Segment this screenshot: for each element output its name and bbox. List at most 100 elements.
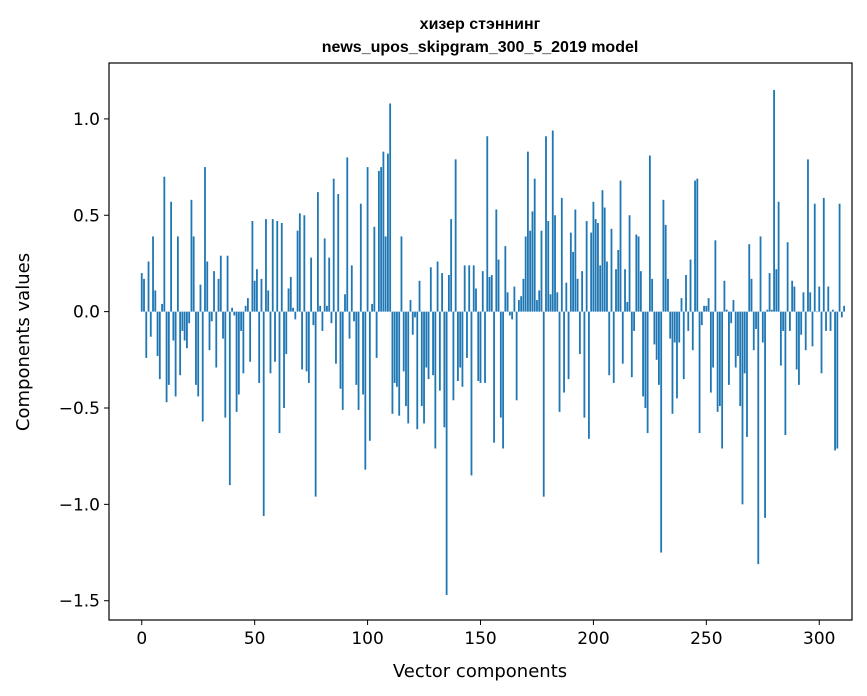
bar-164 (511, 311, 514, 320)
bar-140 (457, 311, 459, 382)
bar-199 (590, 232, 593, 312)
bar-42 (235, 311, 238, 412)
bar-214 (624, 269, 626, 312)
bar-78 (316, 192, 319, 312)
bar-23 (192, 236, 195, 312)
bar-237 (676, 311, 678, 399)
bar-106 (380, 167, 383, 312)
bar-14 (172, 311, 175, 341)
bar-79 (319, 305, 322, 312)
bar-62 (280, 222, 283, 312)
bar-302 (822, 197, 825, 312)
bar-169 (522, 278, 525, 312)
bar-64 (285, 311, 288, 355)
bar-303 (825, 311, 827, 331)
x-axis-label: Vector components (393, 661, 567, 682)
bar-250 (705, 305, 708, 312)
bar-220 (637, 236, 640, 312)
bar-157 (495, 209, 498, 312)
bar-9 (161, 303, 163, 312)
bar-87 (337, 194, 340, 312)
bar-16 (176, 236, 179, 312)
bar-181 (549, 294, 552, 312)
bar-137 (450, 219, 453, 312)
bar-276 (764, 311, 766, 518)
bar-207 (608, 311, 611, 376)
bar-227 (653, 311, 656, 345)
bar-108 (384, 236, 387, 312)
bar-186 (560, 197, 563, 312)
bar-129 (432, 311, 434, 376)
bar-229 (658, 311, 660, 385)
bar-35 (219, 255, 222, 312)
bar-162 (506, 292, 509, 312)
bar-168 (520, 296, 523, 312)
bar-179 (545, 136, 547, 312)
bar-152 (484, 311, 486, 383)
bar-116 (402, 311, 405, 372)
bar-213 (621, 311, 624, 364)
bar-44 (240, 311, 243, 331)
bar-133 (441, 273, 444, 312)
bar-170 (524, 236, 527, 312)
y-axis-label: Components values (13, 253, 34, 431)
bar-75 (310, 257, 313, 312)
bar-293 (802, 292, 805, 312)
bar-160 (502, 311, 504, 449)
x-tick-label: 250 (690, 629, 722, 649)
bar-47 (246, 298, 249, 312)
bar-230 (660, 311, 663, 553)
bar-45 (242, 311, 245, 374)
bar-52 (258, 311, 261, 383)
bar-67 (292, 307, 294, 312)
bar-205 (603, 207, 606, 312)
y-tick-label: −1.5 (59, 592, 100, 612)
bar-48 (249, 311, 252, 362)
bar-124 (420, 311, 423, 407)
bar-163 (508, 311, 511, 316)
bar-88 (339, 311, 342, 389)
bar-268 (746, 311, 748, 437)
bar-305 (829, 311, 832, 331)
bar-55 (265, 219, 267, 312)
bar-166 (515, 311, 518, 401)
bar-56 (267, 290, 270, 312)
bar-265 (739, 311, 742, 407)
bar-60 (276, 221, 279, 312)
bar-161 (504, 246, 507, 312)
bar-206 (606, 261, 608, 312)
bar-97 (359, 203, 362, 312)
bar-122 (416, 311, 419, 430)
bar-259 (725, 309, 728, 312)
bar-37 (224, 311, 227, 418)
bar-30 (208, 311, 211, 351)
bar-126 (425, 311, 428, 368)
bar-59 (274, 311, 276, 362)
bar-279 (770, 309, 773, 312)
bar-22 (190, 199, 193, 312)
bar-287 (788, 311, 791, 331)
bar-5 (152, 236, 154, 312)
bar-118 (407, 311, 410, 424)
bar-299 (816, 311, 818, 313)
bar-6 (154, 290, 157, 312)
bar-25 (197, 311, 200, 397)
bar-221 (639, 271, 642, 312)
bar-71 (301, 311, 303, 370)
bar-28 (204, 167, 206, 312)
bar-278 (768, 273, 771, 312)
bar-239 (680, 298, 683, 312)
bar-271 (752, 311, 755, 351)
x-axis-ticks: 0 50 100 150 200 250 300 (136, 620, 835, 649)
bar-121 (414, 311, 416, 318)
bar-283 (779, 311, 782, 366)
bar-248 (700, 311, 703, 326)
bar-104 (375, 311, 378, 358)
bar-145 (468, 265, 471, 312)
bar-138 (452, 311, 455, 401)
bar-201 (594, 219, 597, 312)
x-tick-label: 0 (136, 629, 147, 649)
bar-311 (843, 305, 845, 312)
bar-286 (786, 242, 789, 312)
bar-43 (237, 311, 240, 395)
